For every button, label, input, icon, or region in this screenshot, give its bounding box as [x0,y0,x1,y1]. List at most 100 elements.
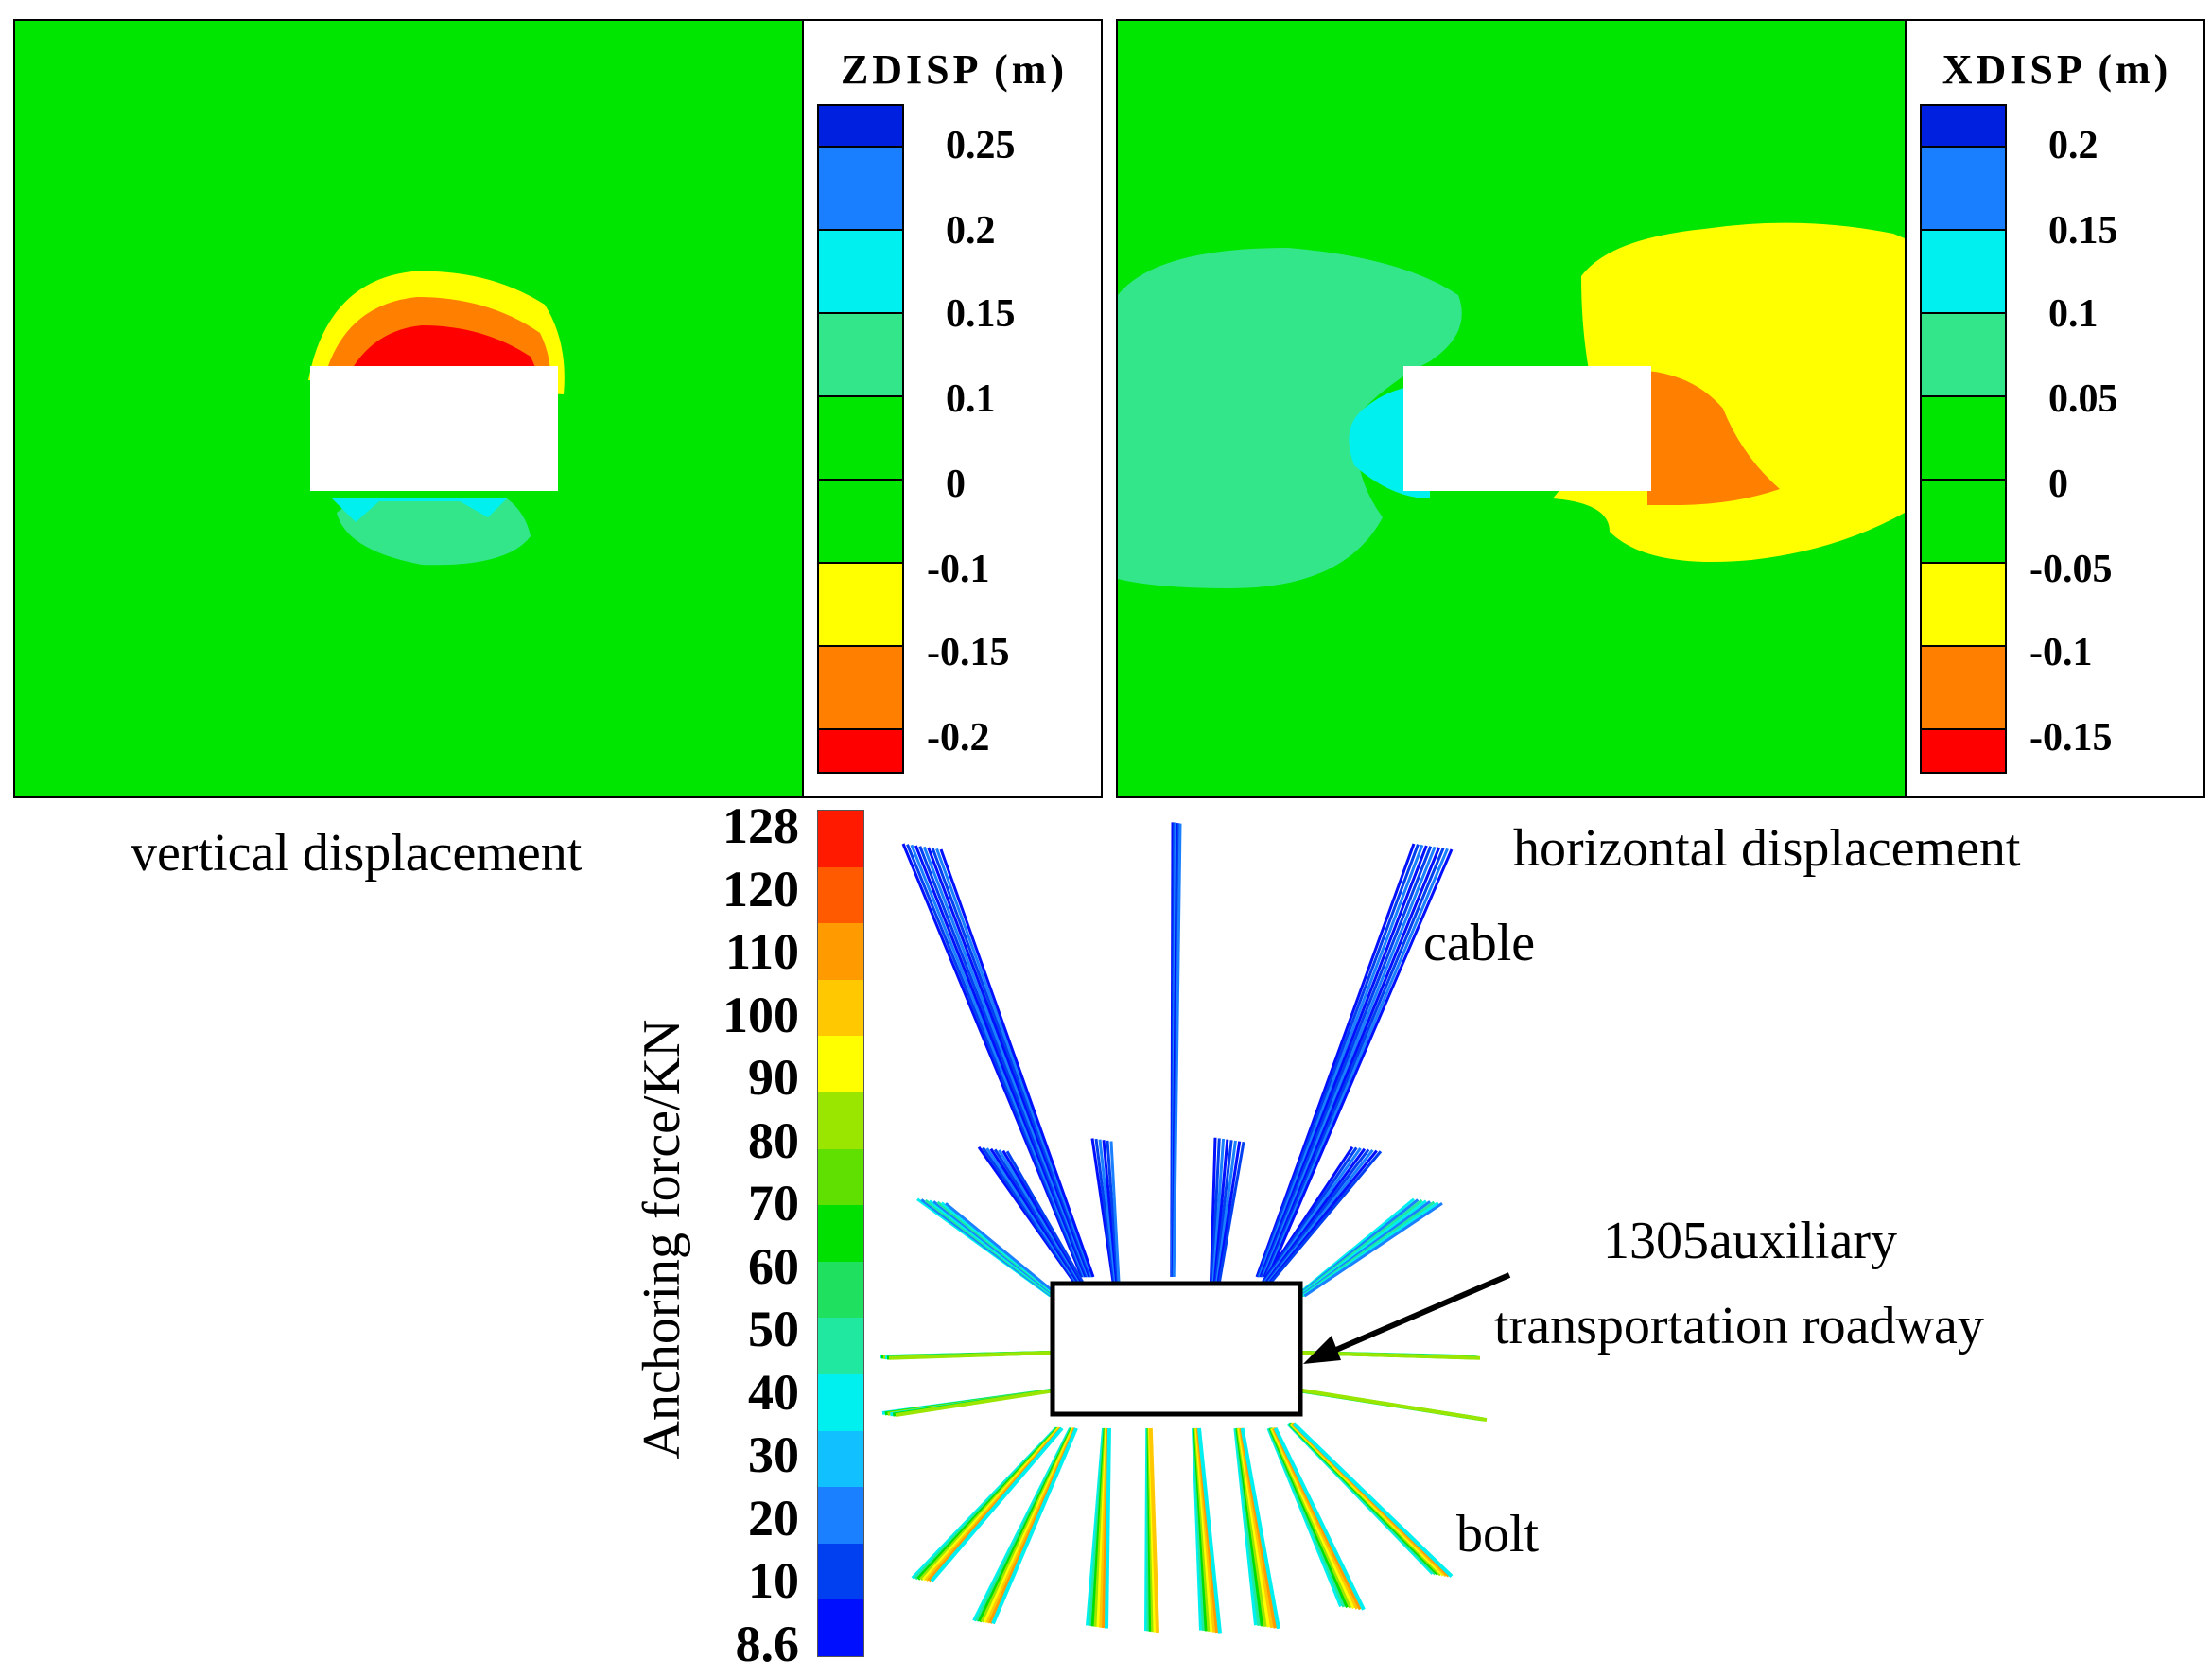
bolt [1301,1389,1488,1423]
force-bar-segment [818,979,863,1037]
bolt-label: bolt [1456,1505,1540,1564]
zdisp-legend: ZDISP (m) 0.25 0.2 0.15 0.1 0 -0.1 -0.15… [802,21,1101,796]
cable [1005,1150,1084,1283]
cable [1258,844,1424,1278]
force-bar-segment [818,1148,863,1206]
bolt [1148,1427,1159,1633]
anchoring-force-colorbar [817,810,864,1657]
vertical-contour-plot [308,271,565,566]
cable [1263,848,1445,1278]
xdisp-swatch [1922,106,2005,148]
cable [1303,1202,1443,1298]
zdisp-swatch [819,314,902,397]
cable [1263,1147,1362,1283]
xdisp-swatch [1922,564,2005,647]
cable [1094,1138,1116,1283]
xdisp-swatch [1922,314,2005,397]
bolt [930,1426,1064,1582]
force-bar-segment [818,1373,863,1431]
cable [1270,1150,1383,1283]
bolt [991,1427,1078,1625]
vertical-contour-teal-floor [337,498,531,566]
force-tick-label: 40 [748,1363,799,1421]
xdisp-tick: -0.1 [2029,631,2093,674]
cable [945,1202,1060,1298]
zdisp-tick: 0.2 [946,209,996,253]
zdisp-swatch [819,564,902,647]
force-tick-label: 50 [748,1301,799,1358]
cable [918,846,1089,1278]
cable [1262,846,1437,1278]
cable [1106,1140,1120,1283]
cable [1211,1138,1226,1283]
force-bar-segment [818,1599,863,1656]
force-bar-segment [818,1543,863,1600]
xdisp-swatch [1922,231,2005,314]
bolt [1273,1427,1366,1611]
zdisp-swatch [819,231,902,314]
xdisp-swatch [1922,730,2005,772]
zdisp-tick: -0.2 [927,716,990,760]
cable [1262,1145,1354,1283]
xdisp-swatch [1922,148,2005,231]
xdisp-swatches [1920,104,2007,774]
cable [906,844,1085,1278]
vertical-roadway-opening [310,366,558,491]
cable [1098,1139,1117,1283]
cable [1263,1146,1358,1283]
xdisp-swatch [1922,397,2005,481]
xdisp-tick: -0.15 [2029,716,2113,760]
horizontal-contour-plot [1118,222,1905,588]
zdisp-legend-title: ZDISP (m) [840,46,1069,93]
vertical-displacement-caption: vertical displacement [131,824,583,883]
cable [1263,847,1441,1278]
cable [939,848,1095,1278]
roadway-outline [1050,1281,1303,1417]
cable [914,845,1088,1278]
xdisp-tick: 0 [2048,463,2068,506]
bolt [1105,1427,1111,1629]
force-tick-label: 100 [723,986,799,1043]
cable [1255,843,1416,1278]
xdisp-legend: XDISP (m) 0.2 0.15 0.1 0.05 0 -0.05 -0.1… [1905,21,2203,796]
force-bar-segment [818,1487,863,1544]
xdisp-swatch [1922,647,2005,730]
cable [1266,848,1454,1278]
cable-group [901,822,1454,1298]
force-bar-segment [818,1092,863,1149]
zdisp-swatch [819,730,902,772]
force-bar-segment [818,1318,863,1374]
cable [910,844,1087,1278]
zdisp-tick: -0.15 [927,631,1010,674]
zdisp-tick: 0.15 [946,292,1016,336]
force-tick-label: 120 [723,860,799,918]
force-tick-label: 60 [748,1237,799,1295]
xdisp-tick: -0.05 [2029,548,2113,591]
xdisp-tick: 0.1 [2048,292,2099,336]
force-tick-label: 20 [748,1489,799,1547]
bolt [1197,1427,1222,1634]
zdisp-swatch [819,481,902,564]
force-tick-label: 128 [723,797,799,854]
cable [935,848,1094,1278]
cable [1211,1138,1221,1283]
cable [1214,1140,1233,1283]
cable [1102,1140,1119,1283]
cable [1109,1141,1121,1283]
horizontal-displacement-caption: horizontal displacement [1513,819,2021,878]
force-tick-label: 8.6 [735,1616,800,1672]
cable [1090,1138,1115,1283]
cable [1260,846,1433,1278]
xdisp-swatch [1922,481,2005,564]
zdisp-tick: -0.1 [927,548,990,591]
force-bar-segment [818,1205,863,1262]
force-bar-segment [818,923,863,980]
bolt [888,1351,1054,1360]
cable [931,848,1092,1278]
force-bar-segment [818,811,863,867]
roadway-pointer-arrow [1315,1272,1511,1361]
xdisp-tick: 0.2 [2048,124,2099,167]
cable [1172,823,1182,1278]
force-tick-label: 30 [748,1426,799,1484]
force-bar-segment [818,866,863,924]
